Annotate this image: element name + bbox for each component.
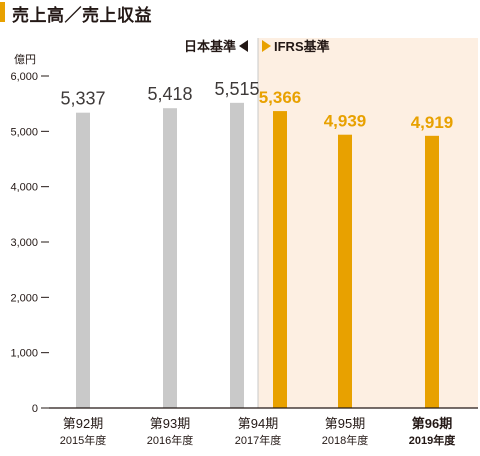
title-accent-bar <box>0 2 5 22</box>
y-tick-label: 6,000 <box>10 71 38 83</box>
ifrs-label: IFRS基準 <box>274 39 330 54</box>
data-label: 5,337 <box>60 89 105 109</box>
ifrs-arrow-icon <box>262 40 271 52</box>
x-tick-label-year: 2018年度 <box>322 433 368 447</box>
ifrs-bar <box>338 134 352 408</box>
japan-gaap-bar <box>230 102 244 408</box>
japan-gaap-label: 日本基準 <box>184 39 236 54</box>
chart-title: 売上高／売上収益 <box>12 6 152 25</box>
x-tick-label-year: 2019年度 <box>409 433 456 447</box>
x-tick-label-period: 第96期 <box>412 416 452 431</box>
japan-gaap-arrow-icon <box>239 40 248 52</box>
data-label: 5,515 <box>214 79 259 99</box>
data-label: 5,418 <box>147 84 192 104</box>
bars-group <box>76 102 439 409</box>
x-tick-label-period: 第94期 <box>238 416 278 431</box>
data-labels-group: 5,337 5,418 5,515 5,366 4,939 4,919 <box>60 79 453 132</box>
data-label: 5,366 <box>259 88 302 107</box>
y-tick-label: 1,000 <box>10 348 38 360</box>
y-axis-unit-label: 億円 <box>14 53 36 66</box>
x-tick-label-year: 2017年度 <box>235 433 281 447</box>
y-tick-label: 5,000 <box>10 126 38 138</box>
data-label: 4,939 <box>324 112 367 131</box>
x-tick-label-period: 第95期 <box>325 416 365 431</box>
x-tick-label-year: 2015年度 <box>60 433 106 447</box>
y-tick-label: 4,000 <box>10 182 38 194</box>
ifrs-background-region <box>258 38 478 408</box>
x-tick-label-period: 第93期 <box>150 416 190 431</box>
y-axis-ticks: 0 1,000 2,000 3,000 4,000 5,000 6,000 <box>10 71 49 415</box>
data-label: 4,919 <box>411 113 454 132</box>
ifrs-bar <box>425 135 439 408</box>
y-tick-label: 2,000 <box>10 292 38 304</box>
japan-gaap-bar <box>76 112 90 408</box>
y-tick-label: 0 <box>32 403 38 415</box>
x-axis-labels: 第92期 2015年度 第93期 2016年度 第94期 2017年度 第95期 2018年度… <box>60 416 456 447</box>
ifrs-bar <box>273 111 287 409</box>
y-tick-label: 3,000 <box>10 237 38 249</box>
japan-gaap-bar <box>163 108 177 408</box>
x-tick-label-year: 2016年度 <box>147 433 193 447</box>
x-tick-label-period: 第92期 <box>63 416 103 431</box>
